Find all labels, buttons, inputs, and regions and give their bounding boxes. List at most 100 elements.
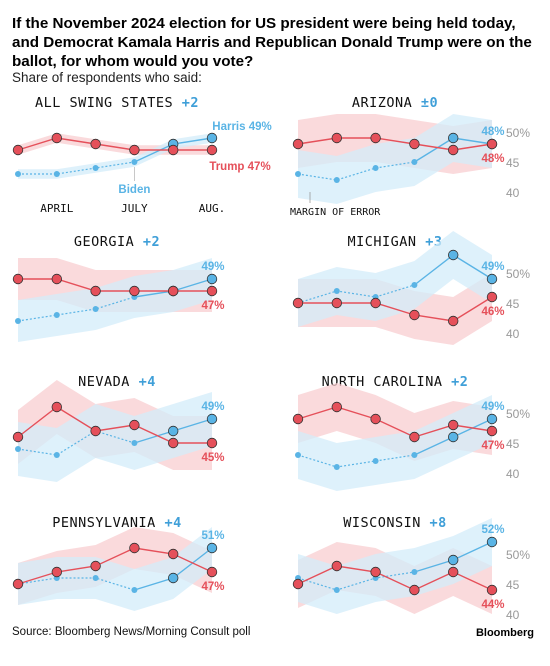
bloomberg-logo: Bloomberg — [475, 627, 534, 639]
harris-end-label: 51% — [201, 530, 224, 542]
panel-title: ALL SWING STATES +2 — [35, 95, 199, 111]
panel-georgia: GEORGIA +2 49% 47% — [12, 234, 225, 342]
trump-point — [206, 566, 218, 578]
lead-value: +4 — [139, 374, 156, 390]
trump-point — [370, 132, 381, 144]
trump-point — [292, 578, 304, 590]
harris-point — [411, 159, 418, 165]
panel-michigan: MICHIGAN +3 50% 45 40 49% 46% — [292, 231, 530, 345]
panel-title: PENNSYLVANIA +4 — [52, 515, 181, 531]
trump-point — [12, 273, 24, 285]
panel-pennsylvania: PENNSYLVANIA +4 51% 47% — [12, 515, 225, 611]
trump-line — [297, 406, 493, 438]
panel-all-swing-states: ALL SWING STATES +2 Harris 49% Trump 47% Bi… — [12, 95, 272, 215]
harris-error-band — [298, 395, 492, 491]
trump-end-label: 45% — [201, 452, 224, 464]
harris-line-biden-segment — [17, 430, 135, 456]
harris-end-label: Harris 49% — [212, 121, 271, 133]
harris-point — [167, 572, 179, 584]
trump-point — [486, 138, 498, 150]
state-name: GEORGIA — [74, 234, 143, 250]
harris-point — [15, 318, 21, 324]
trump-point — [51, 132, 63, 144]
trump-point — [12, 578, 24, 590]
trump-point — [331, 132, 343, 144]
trump-point — [409, 138, 420, 150]
trump-end-label: 47% — [201, 300, 224, 312]
biden-label: Biden — [118, 184, 150, 196]
y-tick-label: 45 — [506, 437, 520, 451]
harris-point — [53, 171, 60, 177]
harris-point — [131, 587, 138, 593]
harris-error-band — [298, 518, 492, 614]
harris-point — [486, 273, 498, 285]
trump-point — [90, 560, 101, 572]
trump-line — [297, 565, 493, 591]
trump-line — [298, 296, 493, 322]
trump-point — [331, 401, 343, 413]
trump-point — [486, 425, 498, 437]
harris-point — [15, 446, 21, 452]
panel-arizona: ARIZONA ±0 50% 45 40 48% 48% MARGIN OF ERROR — [290, 95, 530, 218]
trump-end-label: 46% — [481, 306, 504, 318]
lead-value: +2 — [143, 234, 160, 250]
y-tick-label: 40 — [506, 467, 520, 481]
state-name: ARIZONA — [352, 95, 421, 111]
harris-error-band — [18, 527, 212, 611]
panel-wisconsin: WISCONSIN +8 50% 45 40 52% 44% — [292, 515, 530, 622]
harris-point — [448, 132, 459, 144]
trump-point — [206, 144, 218, 156]
trump-point — [486, 584, 498, 596]
harris-point — [295, 452, 301, 458]
harris-point — [92, 575, 99, 581]
harris-point — [486, 536, 498, 548]
lead-value: ±0 — [421, 95, 438, 111]
harris-point — [206, 542, 218, 554]
trump-point — [409, 431, 420, 443]
subhead: Share of respondents who said: — [12, 70, 202, 85]
panel-nevada: NEVADA +4 49% 45% — [12, 374, 225, 482]
harris-point — [206, 273, 218, 285]
harris-end-label: 49% — [201, 401, 224, 413]
y-tick-label: 45 — [506, 297, 520, 311]
harris-point — [333, 177, 340, 183]
harris-point — [333, 464, 340, 470]
panel-north-carolina: NORTH CAROLINA +2 50% 45 40 49% 47% — [292, 374, 530, 491]
trump-end-label: 47% — [201, 581, 224, 593]
harris-point — [131, 159, 138, 165]
harris-point — [411, 452, 418, 458]
harris-point — [411, 282, 418, 288]
harris-point — [206, 132, 218, 144]
trump-point — [167, 144, 179, 156]
trump-point — [206, 437, 218, 449]
y-tick-label: 45 — [506, 578, 520, 592]
trump-point — [51, 566, 63, 578]
harris-point — [448, 431, 459, 443]
trump-point — [409, 584, 420, 596]
trump-line — [17, 406, 212, 444]
harris-point — [372, 458, 379, 464]
headline: If the November 2024 election for US pre… — [12, 15, 532, 70]
trump-point — [292, 138, 304, 150]
state-name: WISCONSIN — [343, 515, 429, 531]
harris-point — [333, 587, 340, 593]
harris-line-biden-segment — [297, 571, 415, 591]
harris-point — [53, 312, 60, 318]
y-tick-label: 50% — [506, 126, 530, 140]
lead-value: +8 — [430, 515, 447, 531]
trump-point — [331, 560, 343, 572]
trump-point — [206, 285, 218, 297]
trump-point — [448, 144, 459, 156]
trump-point — [167, 548, 179, 560]
harris-point — [92, 306, 99, 312]
harris-error-band — [18, 133, 212, 179]
state-name: MICHIGAN — [348, 234, 426, 250]
state-name: NEVADA — [78, 374, 138, 390]
harris-end-label: 52% — [481, 524, 504, 536]
panel-title: WISCONSIN +8 — [343, 515, 447, 531]
harris-end-label: 49% — [201, 261, 224, 273]
trump-point — [370, 413, 381, 425]
state-name: NORTH CAROLINA — [322, 374, 451, 390]
harris-point — [486, 413, 498, 425]
